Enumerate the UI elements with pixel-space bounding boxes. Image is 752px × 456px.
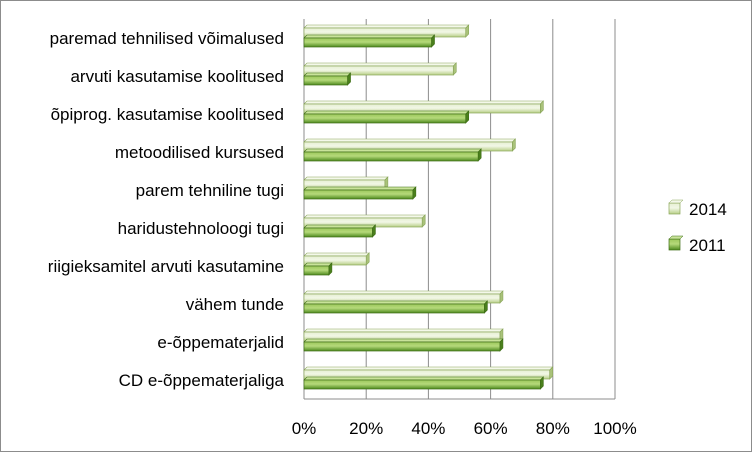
legend-item-2011: 2011 (668, 235, 726, 255)
x-tick-label: 0% (292, 419, 317, 438)
bar-2011 (303, 262, 333, 276)
category-label: parem tehniline tugi (136, 181, 284, 200)
bar-2014 (303, 138, 517, 152)
bar-2011 (303, 376, 545, 390)
category-labels: paremad tehnilised võimalused arvuti kasu… (48, 29, 285, 390)
category-label: arvuti kasutamise koolitused (70, 67, 284, 86)
gridlines (303, 19, 616, 400)
bar-2014 (303, 366, 554, 380)
bar-2011 (303, 300, 489, 314)
legend-label: 2014 (689, 200, 727, 219)
legend-label: 2011 (689, 236, 726, 255)
x-tick-label: 60% (474, 419, 508, 438)
category-label: CD e-õppematerjaliga (119, 371, 285, 390)
bar-2011 (303, 338, 504, 352)
bar-2011 (303, 72, 352, 86)
bar-2014 (303, 176, 389, 190)
bar-2011 (303, 34, 436, 48)
category-label: haridustehnoloogi tugi (118, 219, 284, 238)
x-tick-label: 40% (411, 419, 445, 438)
bars (303, 24, 554, 390)
legend-item-2014: 2014 (668, 199, 727, 219)
x-tick-label: 100% (593, 419, 636, 438)
category-label: e-õppematerjalid (157, 333, 284, 352)
category-label: riigieksamitel arvuti kasutamine (48, 257, 284, 276)
x-tick-labels: 0% 20% 40% 60% 80% 100% (292, 419, 637, 438)
legend: 2014 2011 (668, 199, 727, 255)
x-tick-label: 20% (349, 419, 383, 438)
legend-swatch (668, 238, 681, 251)
bar-2014 (303, 62, 458, 76)
category-label: metoodilised kursused (115, 143, 284, 162)
bar-2011 (303, 224, 377, 238)
legend-swatch (668, 202, 681, 215)
bar-2011 (303, 110, 470, 124)
bar-2014 (303, 100, 545, 114)
category-label: vähem tunde (186, 295, 284, 314)
bar-2011 (303, 186, 417, 200)
bar-2011 (303, 148, 482, 162)
category-label: õpiprog. kasutamise koolitused (51, 105, 284, 124)
x-tick-label: 80% (536, 419, 570, 438)
bar-2014 (303, 252, 370, 266)
category-label: paremad tehnilised võimalused (50, 29, 284, 48)
